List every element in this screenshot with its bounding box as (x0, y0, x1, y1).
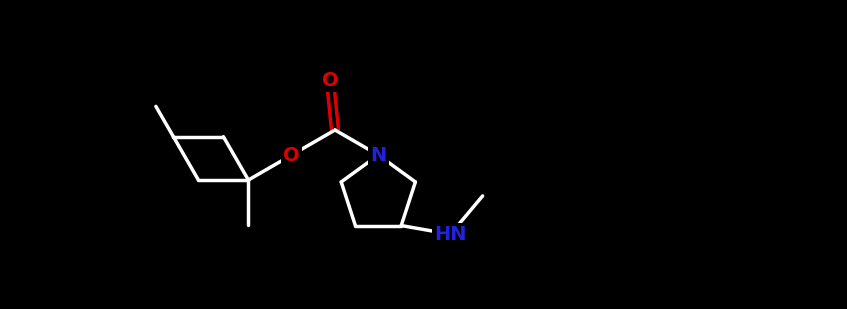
Text: HN: HN (435, 225, 467, 244)
Text: N: N (370, 146, 386, 164)
Text: O: O (322, 70, 338, 90)
Text: O: O (284, 146, 300, 164)
